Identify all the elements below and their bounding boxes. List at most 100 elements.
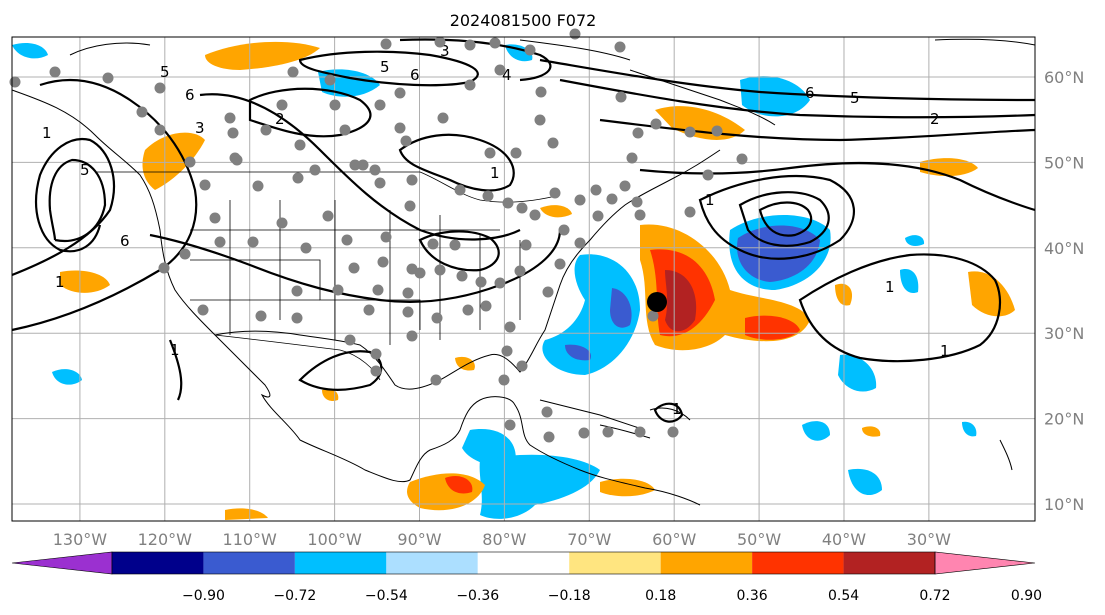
station-dot: [736, 153, 748, 165]
positive-anomaly: [205, 41, 320, 70]
station-dot: [502, 197, 514, 209]
longitude-label: 120°W: [138, 530, 193, 549]
station-dot: [541, 406, 553, 418]
station-dot: [370, 348, 382, 360]
negative-anomaly: [962, 421, 977, 437]
negative-anomaly: [848, 468, 882, 496]
positive-anomaly: [225, 508, 268, 520]
station-dot: [9, 76, 21, 88]
station-dot: [224, 112, 236, 124]
station-dot: [344, 334, 356, 346]
negative-anomaly: [479, 454, 600, 519]
positive-anomaly: [600, 478, 655, 497]
contour-label: 6: [410, 66, 420, 84]
negative-anomaly: [905, 235, 925, 246]
longitude-labels: 130°W 120°W 110°W 100°W 90°W 80°W 70°W 60°W 50°W…: [53, 530, 951, 549]
station-dot: [482, 190, 494, 202]
colorbar-segment: [203, 552, 295, 574]
station-dot: [498, 374, 510, 386]
colorbar: −0.90 −0.72 −0.54 −0.36 −0.18 0.18 0.36 0.54 0.7…: [11, 551, 1042, 604]
colorbar-tick-label: 0.54: [828, 588, 859, 604]
station-dot: [647, 310, 659, 322]
station-dot: [339, 124, 351, 136]
station-dot: [414, 267, 426, 279]
station-dot: [684, 206, 696, 218]
station-dots: [9, 28, 748, 443]
station-dot: [614, 41, 626, 53]
colorbar-segment: [386, 552, 478, 574]
station-dot: [402, 306, 414, 318]
station-dot: [534, 114, 546, 126]
station-dot: [377, 256, 389, 268]
station-dot: [300, 242, 312, 254]
colorbar-tick-label: −0.18: [548, 588, 591, 604]
negative-anomaly: [610, 288, 632, 328]
positive-anomaly: [445, 475, 473, 494]
colorbar-segment: [294, 552, 387, 574]
station-dot: [291, 312, 303, 324]
colorbar-tick-label: 0.36: [737, 588, 768, 604]
station-dot: [510, 147, 522, 159]
station-dot: [484, 147, 496, 159]
station-dot: [231, 154, 243, 166]
station-dot: [404, 200, 416, 212]
station-dot: [504, 419, 516, 431]
contour-label: 3: [195, 119, 205, 137]
station-dot: [535, 86, 547, 98]
station-dot: [684, 126, 696, 138]
negative-anomaly: [900, 269, 919, 294]
contour-label: 3: [440, 42, 450, 60]
longitude-label: 40°W: [822, 530, 866, 549]
colorbar-tick-label: 0.72: [919, 588, 950, 604]
station-dot: [276, 99, 288, 111]
negative-anomaly: [12, 43, 48, 59]
station-dot: [449, 239, 461, 251]
station-dot: [667, 426, 679, 438]
station-dot: [209, 212, 221, 224]
negative-anomaly: [740, 76, 810, 117]
station-dot: [464, 79, 476, 91]
station-dot: [427, 238, 439, 250]
positive-anomaly: [142, 132, 205, 190]
longitude-label: 80°W: [482, 530, 526, 549]
station-dot: [136, 106, 148, 118]
station-dot: [199, 179, 211, 191]
station-dot: [247, 236, 259, 248]
colorbar-segment: [569, 552, 661, 574]
colorbar-low-extension: [11, 551, 113, 575]
station-dot: [291, 285, 303, 297]
latitude-label: 10°N: [1044, 495, 1084, 514]
station-dot: [464, 39, 476, 51]
station-dot: [292, 172, 304, 184]
station-dot: [341, 234, 353, 246]
station-dot: [634, 209, 646, 221]
contour-label: 1: [42, 124, 52, 142]
graticule: [12, 37, 1035, 521]
colorbar-high-extension: [934, 551, 1036, 575]
colorbar-segment: [660, 552, 753, 574]
station-dot: [329, 99, 341, 111]
colorbar-outline: [111, 551, 936, 575]
station-dot: [430, 374, 442, 386]
station-dot: [454, 184, 466, 196]
station-dot: [574, 194, 586, 206]
station-dot: [504, 321, 516, 333]
positive-anomaly: [655, 106, 745, 140]
station-dot: [542, 286, 554, 298]
colorbar-tick-label: 0.90: [1011, 588, 1042, 604]
longitude-label: 100°W: [307, 530, 362, 549]
station-dot: [711, 125, 723, 137]
station-dot: [252, 180, 264, 192]
station-dot: [406, 330, 418, 342]
longitude-label: 60°W: [652, 530, 696, 549]
colorbar-segment: [112, 552, 204, 574]
positive-anomaly: [968, 271, 1015, 317]
colorbar-segment: [752, 552, 844, 574]
station-dot: [462, 304, 474, 316]
map-frame: [11, 36, 1036, 522]
negative-anomaly: [802, 421, 830, 441]
positive-anomaly: [540, 205, 572, 218]
station-dot: [475, 276, 487, 288]
contour-label: 5: [80, 161, 90, 179]
station-dot: [349, 159, 361, 171]
